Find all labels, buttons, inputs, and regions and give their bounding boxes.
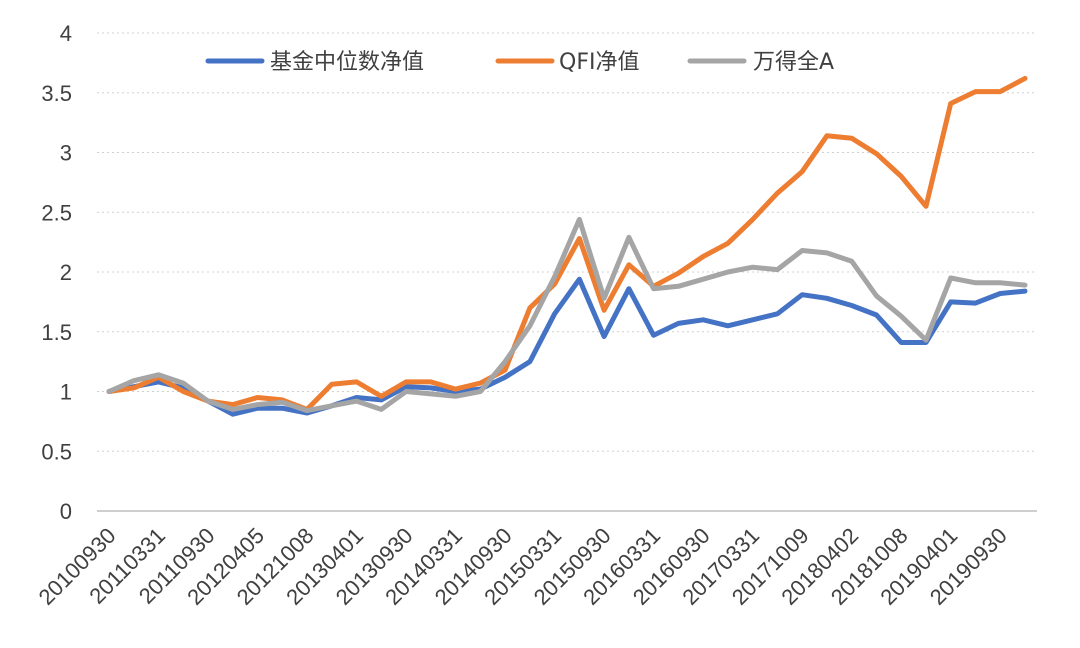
x-axis-ticks: 2010093020110331201109302012040520121008…: [34, 523, 1012, 610]
y-tick-label: 4: [60, 21, 72, 46]
legend-label-3: 万得全A: [753, 50, 834, 75]
y-tick-label: 2.5: [41, 200, 72, 225]
legend: 基金中位数净值 QFI净值 万得全A: [205, 50, 834, 75]
series-lines: [106, 75, 1028, 417]
y-tick-label: 3.5: [41, 81, 72, 106]
y-tick-label: 2: [60, 260, 72, 285]
y-tick-label: 0: [60, 499, 72, 524]
y-tick-label: 1: [60, 380, 72, 405]
y-tick-label: 0.5: [41, 439, 72, 464]
series-line-2: [106, 75, 1028, 412]
gridlines: [97, 32, 1037, 452]
y-tick-label: 1.5: [41, 320, 72, 345]
y-axis-ticks: 0 0.5 1 1.5 2 2.5 3 3.5 4: [41, 21, 72, 524]
series-line-1: [106, 276, 1028, 417]
y-tick-label: 3: [60, 141, 72, 166]
legend-label-1: 基金中位数净值: [270, 50, 424, 75]
series-line-3: [106, 216, 1028, 414]
legend-label-2: QFI净值: [559, 50, 639, 75]
